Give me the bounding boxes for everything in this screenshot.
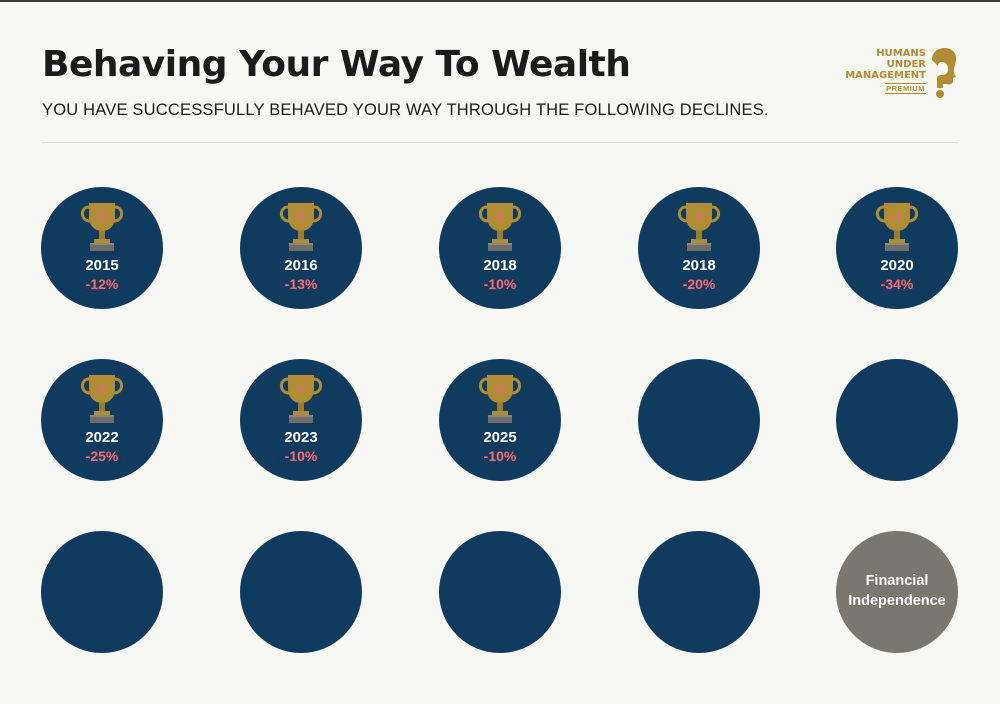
badge-empty <box>439 531 561 653</box>
badge-earned: 2025 -10% <box>439 359 561 481</box>
badge-earned: 2016 -13% <box>240 187 362 309</box>
badge-earned: 2018 -10% <box>439 187 561 309</box>
trophy-icon <box>276 199 326 255</box>
trophy-icon <box>77 371 127 427</box>
badge-empty <box>41 531 163 653</box>
badge-year: 2025 <box>483 429 517 446</box>
badge-empty <box>240 531 362 653</box>
question-mark-head-icon <box>932 48 957 98</box>
badge-earned: 2022 -25% <box>41 359 163 481</box>
badge-year: 2020 <box>880 257 914 274</box>
badge-earned: 2023 -10% <box>240 359 362 481</box>
badge-earned: 2018 -20% <box>638 187 760 309</box>
badge-decline: -10% <box>483 276 517 292</box>
badge-earned: 2020 -34% <box>836 187 958 309</box>
badge-decline: -10% <box>284 448 318 464</box>
logo-line-2: UNDER <box>886 59 926 70</box>
badge-year: 2016 <box>284 257 318 274</box>
page-title: Behaving Your Way To Wealth <box>42 44 631 85</box>
trophy-icon <box>475 371 525 427</box>
badge-decline: -13% <box>284 276 318 292</box>
badge-year: 2018 <box>682 257 716 274</box>
badge-empty <box>836 359 958 481</box>
badge-decline: -25% <box>85 448 119 464</box>
badge-year: 2022 <box>85 429 119 446</box>
badge-year: 2015 <box>85 257 119 274</box>
badge-decline: -34% <box>880 276 914 292</box>
logo-line-1: HUMANS <box>876 48 926 59</box>
logo-tier: PREMIUM <box>885 83 926 94</box>
badge-empty <box>638 359 760 481</box>
trophy-icon <box>872 199 922 255</box>
top-border <box>0 0 1000 2</box>
badge-year: 2018 <box>483 257 517 274</box>
badge-decline: -12% <box>85 276 119 292</box>
logo-line-3: MANAGEMENT <box>845 70 926 81</box>
trophy-icon <box>77 199 127 255</box>
header-divider <box>42 142 958 143</box>
badge-year: 2023 <box>284 429 318 446</box>
badge-decline: -10% <box>483 448 517 464</box>
financial-independence-goal: Financial Independence <box>836 531 958 653</box>
trophy-icon <box>674 199 724 255</box>
trophy-icon <box>276 371 326 427</box>
trophy-icon <box>475 199 525 255</box>
goal-label-line-1: Financial <box>865 573 929 589</box>
badge-empty <box>638 531 760 653</box>
page-subtitle: YOU HAVE SUCCESSFULLY BEHAVED YOUR WAY T… <box>42 101 769 119</box>
badge-decline: -20% <box>682 276 716 292</box>
badge-earned: 2015 -12% <box>41 187 163 309</box>
goal-label-line-2: Independence <box>848 593 946 609</box>
brand-logo: HUMANS UNDER MANAGEMENT PREMIUM <box>842 48 962 100</box>
